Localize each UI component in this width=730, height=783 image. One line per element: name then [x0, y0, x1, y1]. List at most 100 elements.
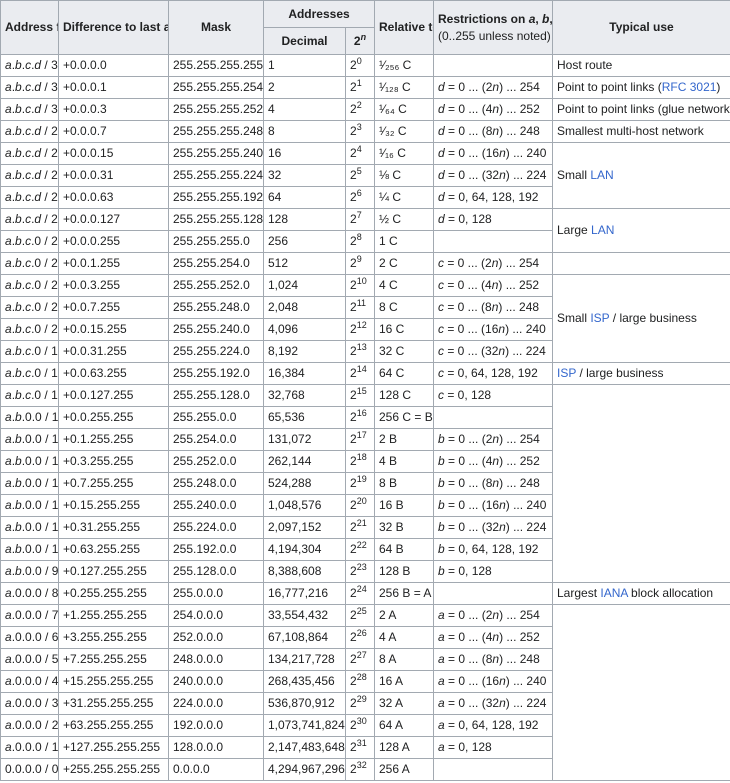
restriction-text: c = 0, 128: [438, 388, 492, 402]
decimal-cell: 33,554,432: [263, 604, 346, 627]
decimal-cell: 64: [263, 186, 346, 209]
relative-cell: 4 C: [374, 274, 434, 297]
restriction-cell: d = 0 ... (16n) ... 240: [433, 142, 553, 165]
power-cell: 210: [345, 274, 375, 297]
power-exp: 13: [356, 342, 367, 352]
decimal-cell: 8: [263, 120, 346, 143]
format-cell: a.b.c.0 / 22: [0, 274, 59, 297]
mask-cell: 255.255.240.0: [168, 318, 264, 341]
table-row: a.b.c.d / 30+0.0.0.3255.255.255.252422¹⁄…: [0, 98, 730, 121]
use-link[interactable]: ISP: [590, 311, 610, 325]
header-cell: 2n: [345, 27, 375, 55]
table-row: a.0.0.0 / 7 +1.255.255.255 254.0.0.0 33,554…: [0, 604, 730, 781]
power-exp: 30: [356, 716, 367, 726]
use-link[interactable]: IANA: [600, 586, 628, 600]
header-cell: Relative to class A, B, C: [374, 0, 434, 55]
sup: 8: [357, 232, 362, 242]
restriction-text: b = 0 ... (16n) ... 240: [438, 498, 547, 512]
relative-cell: 256 B = A: [374, 582, 434, 605]
power-exp: 27: [356, 650, 367, 660]
mask-cell: 255.255.255.192: [168, 186, 264, 209]
relative-cell: ¼ C: [374, 186, 434, 209]
difference-cell: +127.255.255.255: [58, 736, 169, 759]
power-exp: 2: [356, 100, 362, 110]
table-row: a.b.0.0 / 13+0.7.255.255255.248.0.0524,2…: [0, 472, 730, 495]
mask-cell: 255.255.255.254: [168, 76, 264, 99]
relative-cell: ¹⁄₃₂ C: [374, 120, 434, 143]
mask-cell: 192.0.0.0: [168, 714, 264, 737]
use-link[interactable]: RFC 3021: [661, 80, 717, 94]
use-text: Smallest multi-host network: [557, 124, 704, 138]
power-cell: 225: [345, 604, 375, 627]
sup: 32: [357, 760, 367, 770]
power-cell: 211: [345, 296, 375, 319]
sup: 20: [357, 496, 367, 506]
relative-cell: 8 A: [374, 648, 434, 671]
mask-cell: 128.0.0.0: [168, 736, 264, 759]
power-base: 2: [350, 454, 357, 468]
restriction-cell: d = 0 ... (2n) ... 254: [433, 76, 553, 99]
relative-cell: ½ C: [374, 208, 434, 231]
power-exp: 18: [356, 452, 367, 462]
table-row: a.b.c.0 / 22+0.0.3.255255.255.252.01,024…: [0, 274, 730, 363]
format-cell: a.0.0.0 / 3: [0, 692, 59, 715]
restriction-cell: b = 0, 64, 128, 192: [433, 538, 553, 561]
power-base: 2: [350, 564, 357, 578]
decimal-cell: 1,048,576: [263, 494, 346, 517]
format-cell: a.b.c.d / 32: [0, 54, 59, 77]
restriction-cell: d = 0 ... (4n) ... 252: [433, 98, 553, 121]
mask-cell: 255.255.255.240: [168, 142, 264, 165]
power-exp: 7: [356, 210, 362, 220]
restriction-cell: b = 0 ... (8n) ... 248: [433, 472, 553, 495]
difference-cell: +0.0.63.255: [58, 362, 169, 385]
difference-cell: +31.255.255.255: [58, 692, 169, 715]
mask-cell: 255.224.0.0: [168, 516, 264, 539]
header-cell: Mask: [168, 0, 264, 55]
power-cell: 223: [345, 560, 375, 583]
power-exp: 28: [356, 672, 367, 682]
power-exp: 24: [356, 584, 367, 594]
decimal-cell: 131,072: [263, 428, 346, 451]
header-cell: Address format: [0, 0, 59, 55]
use-link[interactable]: LAN: [590, 168, 614, 182]
relative-cell: 128 B: [374, 560, 434, 583]
power-base: 2: [350, 476, 357, 490]
format-cell: a.b.0.0 / 12: [0, 494, 59, 517]
relative-cell: 16 A: [374, 670, 434, 693]
decimal-cell: 4,194,304: [263, 538, 346, 561]
sup: 10: [357, 276, 367, 286]
restriction-text: a = 0 ... (2n) ... 254: [438, 608, 540, 622]
difference-cell: +0.127.255.255: [58, 560, 169, 583]
relative-cell: ⅛ C: [374, 164, 434, 187]
restriction-text: d = 0, 128: [438, 212, 492, 226]
power-base: 2: [350, 740, 357, 754]
power-cell: 228: [345, 670, 375, 693]
format-cell: a.0.0.0 / 6: [0, 626, 59, 649]
power-cell: 227: [345, 648, 375, 671]
relative-cell: 8 B: [374, 472, 434, 495]
relative-cell: 2 C: [374, 252, 434, 275]
power-base: 2: [350, 278, 357, 292]
table-row: a.b.c.0 / 17+0.0.127.255255.255.128.032,…: [0, 384, 730, 583]
power-exp: 8: [356, 232, 362, 242]
restriction-text: a = 0, 128: [438, 740, 492, 754]
relative-cell: 64 B: [374, 538, 434, 561]
table-row: a.b.c.d / 31+0.0.0.1255.255.255.254221¹⁄…: [0, 76, 730, 99]
header-cell: Difference to last address: [58, 0, 169, 55]
power-cell: 215: [345, 384, 375, 407]
use-link[interactable]: ISP: [557, 366, 577, 380]
relative-cell: 64 C: [374, 362, 434, 385]
restriction-cell: b = 0 ... (32n) ... 224: [433, 516, 553, 539]
restriction-cell: [433, 54, 553, 77]
mask-cell: 224.0.0.0: [168, 692, 264, 715]
format-cell: a.b.c.0 / 24: [0, 230, 59, 253]
power-cell: 20: [345, 54, 375, 77]
restriction-text: a = 0 ... (32n) ... 224: [438, 696, 547, 710]
mask-cell: 254.0.0.0: [168, 604, 264, 627]
restriction-cell: a = 0 ... (32n) ... 224: [433, 692, 553, 715]
sup: 0: [357, 56, 362, 66]
use-link[interactable]: LAN: [591, 223, 615, 237]
format-cell: a.b.c.0 / 21: [0, 296, 59, 319]
use-cell: Small ISP / large business: [552, 274, 730, 363]
decimal-cell: 16: [263, 142, 346, 165]
